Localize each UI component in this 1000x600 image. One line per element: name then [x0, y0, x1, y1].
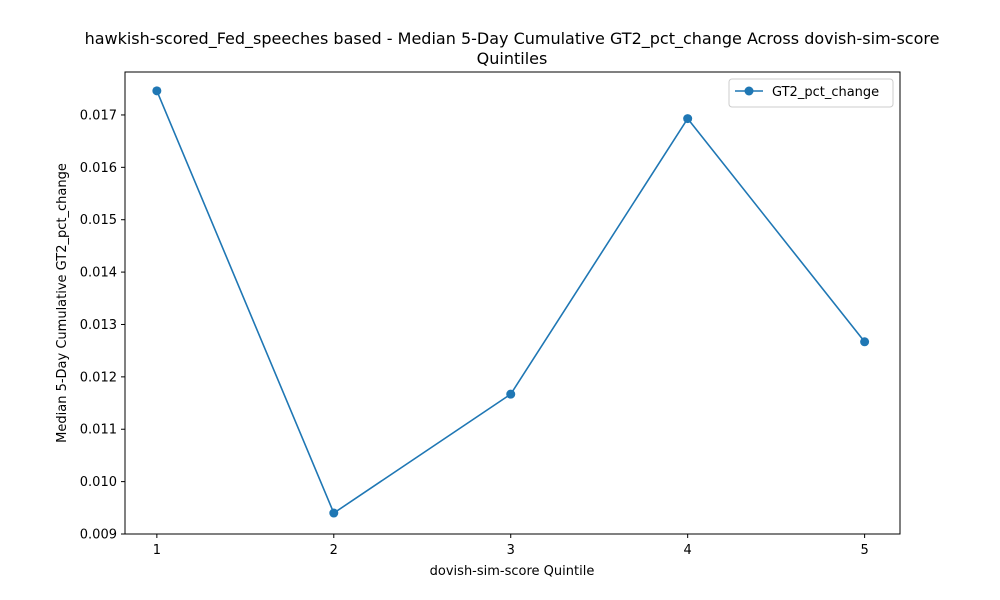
x-axis-label: dovish-sim-score Quintile [430, 564, 595, 579]
series-points [152, 86, 870, 518]
y-tick-label: 0.014 [80, 266, 117, 281]
legend: GT2_pct_change [728, 78, 894, 108]
legend-marker-swatch [744, 86, 754, 96]
data-point-q2 [329, 508, 339, 518]
data-point-q3 [506, 389, 516, 399]
y-tick-label: 0.010 [80, 475, 117, 490]
x-tick-label: 3 [507, 543, 515, 558]
y-tick-label: 0.015 [80, 213, 117, 228]
plot-area-frame [124, 71, 901, 535]
data-point-q5 [860, 337, 870, 347]
data-point-q1 [152, 86, 162, 96]
y-axis-label: Median 5-Day Cumulative GT2_pct_change [55, 163, 70, 443]
y-tick-label: 0.017 [80, 108, 117, 123]
x-tick-label: 4 [684, 543, 692, 558]
chart-title-line-1: hawkish-scored_Fed_speeches based - Medi… [85, 29, 940, 49]
x-tick-label: 5 [860, 543, 868, 558]
x-tick-label: 2 [330, 543, 338, 558]
x-axis-ticks: 1 2 3 4 5 [153, 534, 869, 558]
y-axis-ticks: 0.009 0.010 0.011 0.012 0.013 0.014 0.015 0.016… [80, 108, 125, 543]
y-tick-label: 0.012 [80, 370, 117, 385]
y-tick-label: 0.016 [80, 161, 117, 176]
y-tick-label: 0.013 [80, 318, 117, 333]
legend-box [728, 78, 894, 108]
y-tick-label: 0.009 [80, 528, 117, 543]
data-point-q4 [683, 114, 693, 124]
legend-entry-label: GT2_pct_change [772, 85, 879, 100]
y-tick-label: 0.011 [80, 423, 117, 438]
x-tick-label: 1 [153, 543, 161, 558]
chart-title-line-2: Quintiles [477, 49, 548, 68]
